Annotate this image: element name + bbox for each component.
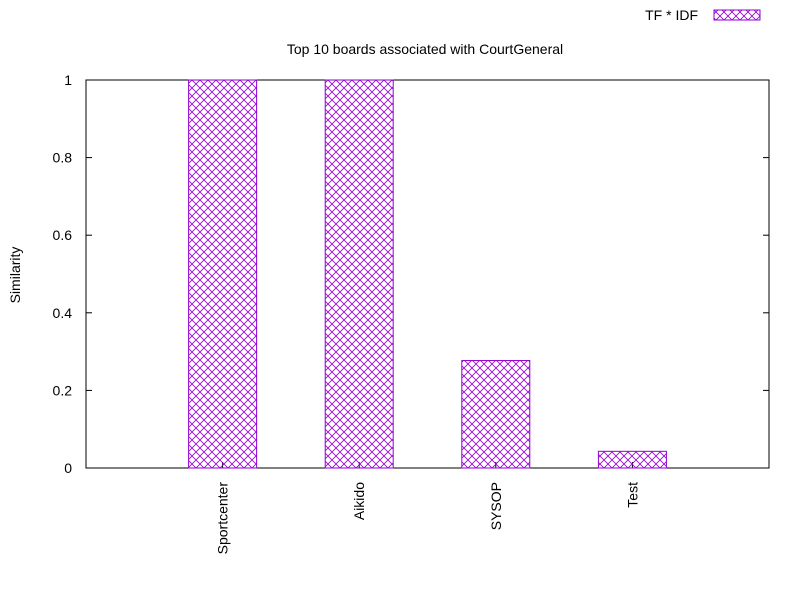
y-tick-label: 0.8 xyxy=(53,150,73,166)
y-axis-label: Similarity xyxy=(7,247,23,304)
y-tick-label: 0.6 xyxy=(53,227,73,243)
x-tick-label: SYSOP xyxy=(488,482,504,530)
bars-layer xyxy=(188,79,667,469)
x-tick-label: Aikido xyxy=(351,482,367,520)
x-tick-label: Sportcenter xyxy=(215,482,231,555)
bar-test xyxy=(597,450,667,469)
bar-sysop xyxy=(461,360,531,469)
y-tick-label: 1 xyxy=(64,72,72,88)
x-tick-labels: Sportcenter Aikido SYSOP Test xyxy=(215,482,641,555)
x-tick-label: Test xyxy=(624,482,640,508)
legend-label: TF * IDF xyxy=(645,7,698,23)
bar-aikido xyxy=(324,79,394,469)
ticks-layer: 0 0.2 0.4 0.6 0.8 1 xyxy=(53,72,769,476)
bar-sportcenter xyxy=(188,79,258,469)
y-tick-label: 0 xyxy=(64,460,72,476)
y-tick-label: 0.4 xyxy=(53,305,73,321)
plot-frame xyxy=(85,79,770,469)
chart-title: Top 10 boards associated with CourtGener… xyxy=(287,41,563,57)
y-tick-label: 0.2 xyxy=(53,382,73,398)
legend-swatch xyxy=(713,9,761,21)
